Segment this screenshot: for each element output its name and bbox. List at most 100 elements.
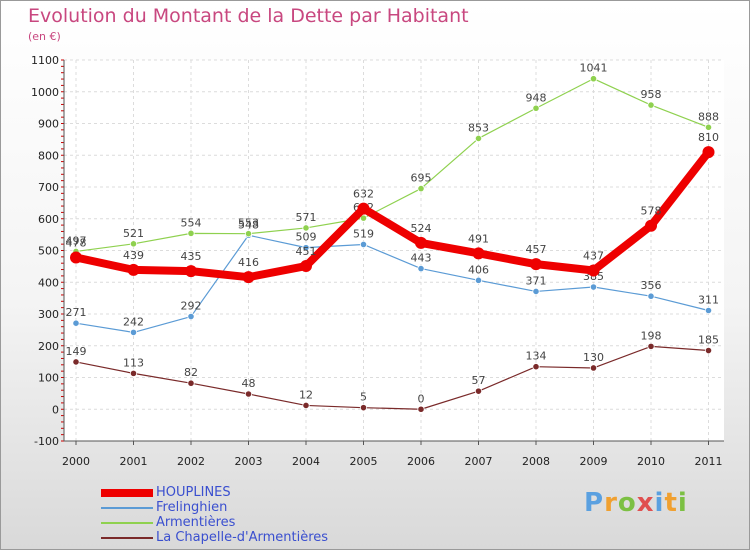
data-label: 371	[526, 274, 547, 287]
y-tick-label: 800	[38, 149, 59, 162]
logo-letter: r	[604, 488, 618, 518]
data-point	[532, 363, 540, 371]
data-point	[647, 101, 655, 109]
y-tick-label: 700	[38, 181, 59, 194]
data-label: 185	[698, 334, 719, 347]
data-point	[647, 292, 655, 300]
logo-letter: o	[617, 488, 637, 518]
data-label: 509	[296, 231, 317, 244]
data-point	[70, 251, 82, 264]
data-label: 12	[299, 388, 313, 401]
legend-label: La Chapelle-d'Armentières	[156, 530, 329, 545]
data-point	[474, 276, 483, 284]
data-label: 571	[296, 211, 317, 224]
x-tick-label: 2010	[637, 455, 665, 468]
data-point	[359, 404, 368, 412]
data-label: 457	[526, 243, 547, 256]
data-label: 5	[360, 391, 367, 404]
data-point	[645, 219, 657, 232]
x-tick-label: 2003	[235, 455, 263, 468]
x-tick-label: 2011	[695, 455, 723, 468]
data-label: 553	[238, 217, 259, 230]
logo-letter: i	[677, 488, 688, 518]
legend-label: HOUPLINES	[156, 485, 231, 500]
x-tick-label: 2000	[62, 455, 90, 468]
x-tick-label: 2001	[120, 455, 148, 468]
data-point	[359, 240, 368, 249]
data-label: 292	[181, 300, 202, 313]
x-tick-label: 2006	[407, 455, 435, 468]
data-point	[242, 271, 255, 284]
data-label: 578	[641, 205, 662, 218]
y-tick-label: 1100	[31, 54, 59, 67]
logo-letter: i	[654, 488, 665, 518]
legend-label: Armentières	[156, 515, 236, 530]
data-point	[72, 319, 80, 327]
data-point	[589, 364, 598, 372]
data-label: 134	[526, 350, 547, 363]
data-point	[185, 265, 197, 278]
logo-letter: x	[636, 488, 655, 518]
data-point	[704, 346, 713, 355]
data-label: 554	[181, 216, 202, 229]
data-label: 406	[468, 263, 489, 276]
legend-label: Frelinghien	[156, 500, 228, 515]
data-point	[474, 387, 483, 395]
data-label: 810	[698, 131, 719, 144]
data-point	[532, 104, 540, 112]
legend-swatch-houplines	[101, 489, 153, 497]
data-label: 958	[641, 88, 662, 101]
data-label: 548	[238, 218, 259, 231]
data-label: 356	[641, 279, 662, 292]
y-tick-label: 600	[38, 213, 59, 226]
legend-swatch-la-chapelle	[101, 537, 153, 539]
data-label: 695	[411, 172, 432, 185]
y-tick-label: -100	[34, 435, 59, 448]
data-point	[704, 306, 713, 315]
data-label: 497	[66, 234, 87, 247]
data-label: 437	[583, 250, 604, 263]
series-line-houplines	[75, 149, 712, 282]
y-tick-label: 300	[38, 308, 59, 321]
data-point	[129, 369, 138, 377]
y-tick-label: 1000	[31, 86, 59, 99]
data-point	[244, 230, 253, 238]
data-point	[129, 328, 138, 337]
data-label: 853	[468, 121, 489, 134]
data-label: 1041	[580, 62, 608, 75]
data-point	[359, 214, 368, 222]
data-point	[530, 258, 542, 271]
data-point	[415, 236, 427, 249]
data-point	[129, 240, 138, 248]
data-point	[244, 390, 253, 398]
data-label: 311	[698, 294, 719, 307]
data-label: 524	[411, 222, 432, 235]
data-label: 439	[123, 249, 144, 262]
data-label: 948	[526, 91, 547, 104]
x-tick-label: 2004	[292, 455, 320, 468]
x-tick-label: 2008	[522, 455, 550, 468]
x-tick-label: 2009	[580, 455, 608, 468]
chart-title: Evolution du Montant de la Dette par Hab…	[28, 5, 469, 27]
data-point	[474, 134, 483, 143]
data-point	[702, 146, 715, 159]
data-point	[704, 123, 713, 131]
data-point	[187, 229, 195, 237]
x-tick-label: 2002	[177, 455, 205, 468]
data-label: 271	[66, 306, 87, 319]
logo-letter: t	[664, 488, 678, 518]
y-tick-label: 900	[38, 118, 59, 131]
data-point	[187, 312, 195, 321]
data-point	[472, 247, 485, 260]
data-label: 519	[353, 227, 374, 240]
data-label: 888	[698, 110, 719, 123]
data-label: 443	[411, 252, 432, 265]
proxiti-logo: Proxiti	[584, 488, 688, 518]
data-point	[357, 202, 370, 215]
data-point	[417, 405, 425, 413]
y-tick-label: 400	[38, 276, 59, 289]
data-point	[127, 263, 140, 276]
data-label: 416	[238, 256, 259, 269]
